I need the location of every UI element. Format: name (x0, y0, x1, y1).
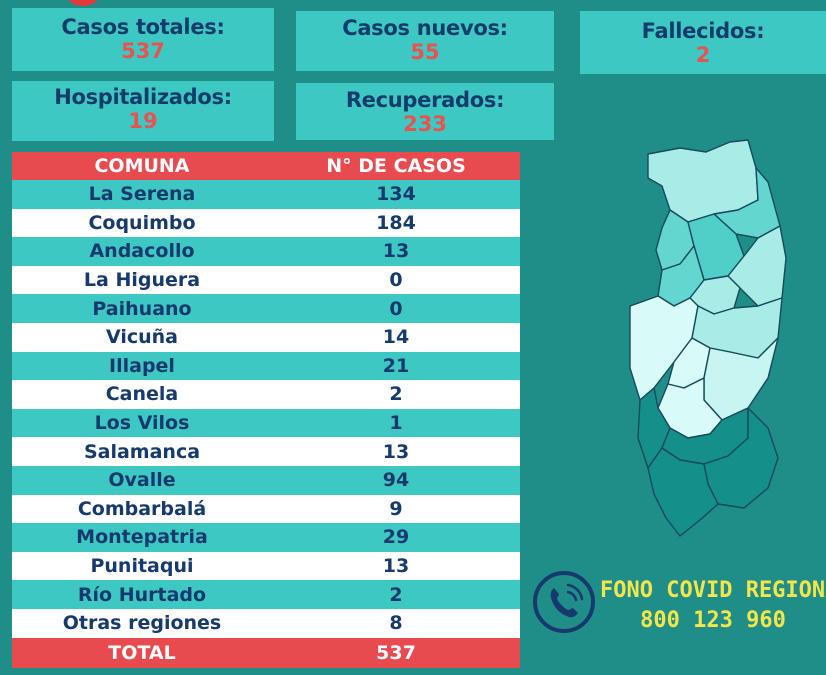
decorative-red-shape (68, 0, 98, 6)
commune-name: Coquimbo (88, 211, 196, 234)
table-row: Salamanca 13 (12, 437, 520, 466)
table-row: Coquimbo 184 (12, 208, 520, 238)
stat-label: Recuperados: (345, 88, 505, 112)
map-commune-north-east (713, 167, 781, 239)
commune-name: Combarbalá (77, 497, 207, 520)
phone-icon (533, 571, 595, 633)
table-row: Ovalle 94 (12, 465, 520, 495)
commune-cases: 29 (382, 526, 410, 549)
commune-cases: 13 (382, 555, 410, 578)
hotline-title: FONO COVID REGIONAL (600, 578, 826, 603)
commune-name: Montepatria (76, 526, 208, 549)
table-row: La Higuera 0 (12, 265, 520, 295)
commune-cases: 2 (389, 583, 403, 606)
commune-cases: 0 (389, 269, 403, 292)
commune-name: La Higuera (83, 269, 201, 292)
table-row: Otras regiones 8 (12, 608, 520, 638)
stat-value: 537 (121, 39, 165, 63)
stat-hospitalized: Hospitalizados: 19 (12, 81, 274, 141)
stat-label: Fallecidos: (641, 19, 765, 43)
commune-cases: 9 (389, 497, 403, 520)
region-map (629, 139, 787, 537)
commune-name: Paihuano (92, 297, 192, 320)
header-commune: COMUNA (94, 155, 190, 177)
table-row: Paihuano 0 (12, 294, 520, 323)
table-row: Canela 2 (12, 380, 520, 409)
cases-by-commune-table: COMUNA N° DE CASOS La Serena 134 Coquimb… (12, 152, 520, 668)
commune-cases: 94 (382, 469, 410, 492)
table-row: Combarbalá 9 (12, 494, 520, 524)
table-row: Illapel 21 (12, 351, 520, 381)
commune-cases: 14 (382, 326, 410, 349)
commune-cases: 0 (389, 297, 403, 320)
commune-name: Salamanca (83, 440, 201, 463)
stat-new-cases: Casos nuevos: 55 (296, 11, 554, 71)
commune-cases: 1 (389, 412, 403, 435)
commune-name: Canela (105, 383, 179, 406)
commune-name: Los Vilos (94, 412, 190, 435)
table-row: Montepatria 29 (12, 523, 520, 552)
commune-name: Ovalle (108, 469, 176, 492)
table-row: Punitaqui 13 (12, 551, 520, 581)
footer-total: 537 (376, 641, 416, 664)
commune-name: Andacollo (89, 240, 195, 263)
map-commune-los-vilos (647, 447, 719, 537)
stat-recovered: Recuperados: 233 (296, 83, 554, 140)
commune-cases: 184 (376, 211, 416, 234)
table-header: COMUNA N° DE CASOS (12, 152, 520, 180)
stat-value: 233 (403, 112, 447, 136)
stat-label: Casos nuevos: (342, 16, 508, 40)
commune-cases: 2 (389, 383, 403, 406)
hotline: FONO COVID REGIONAL 800 123 960 (600, 576, 826, 636)
table-row: Río Hurtado 2 (12, 580, 520, 609)
stat-label: Hospitalizados: (54, 85, 232, 109)
commune-cases: 13 (382, 240, 410, 263)
stat-total-cases: Casos totales: 537 (12, 8, 274, 71)
commune-name: Vicuña (105, 326, 179, 349)
table-row: Andacollo 13 (12, 237, 520, 266)
commune-cases: 21 (382, 354, 410, 377)
header-cases: N° DE CASOS (326, 155, 466, 177)
commune-cases: 13 (382, 440, 410, 463)
commune-name: Illapel (109, 354, 175, 377)
footer-label: TOTAL (108, 641, 176, 664)
commune-name: Río Hurtado (77, 583, 207, 606)
commune-cases: 8 (389, 612, 403, 635)
commune-name: Otras regiones (62, 612, 222, 635)
stat-value: 55 (410, 40, 440, 64)
stat-value: 2 (695, 43, 711, 67)
commune-cases: 134 (376, 183, 416, 206)
commune-name: Punitaqui (90, 555, 194, 578)
table-row: Vicuña 14 (12, 322, 520, 352)
stat-deaths: Fallecidos: 2 (580, 11, 826, 74)
commune-name: La Serena (88, 183, 196, 206)
stat-label: Casos totales: (61, 15, 225, 39)
table-row: Los Vilos 1 (12, 408, 520, 438)
hotline-number: 800 123 960 (640, 608, 786, 633)
table-footer-total: TOTAL 537 (12, 637, 520, 668)
table-row: La Serena 134 (12, 180, 520, 209)
stat-value: 19 (128, 109, 158, 133)
